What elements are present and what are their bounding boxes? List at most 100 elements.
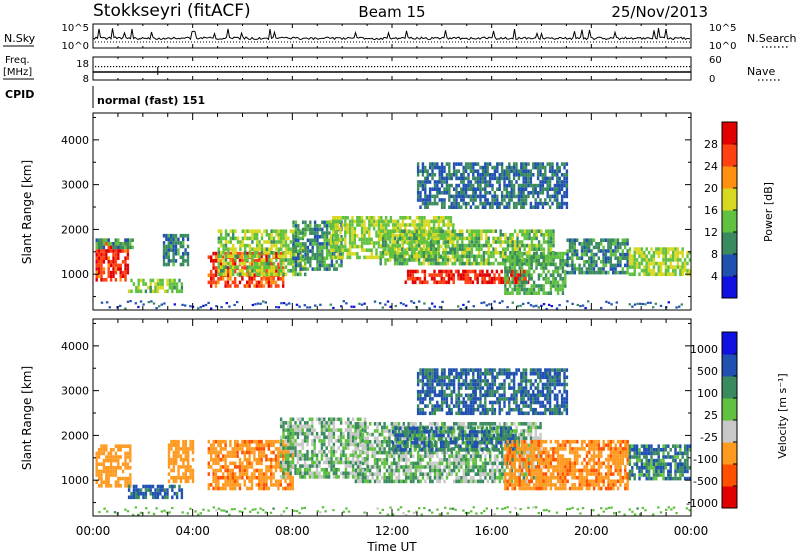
heatmap-cell [384, 247, 387, 251]
heatmap-cell [464, 194, 468, 199]
heatmap-cell [243, 479, 246, 484]
nsearch-dot [164, 41, 165, 43]
date-title: 25/Nov/2013 [611, 3, 708, 21]
nsky-tick-high-left: 10^5 [62, 23, 89, 34]
heatmap-cell [607, 256, 610, 260]
heatmap-cell [585, 252, 588, 257]
heatmap-cell [552, 280, 555, 285]
heatmap-cell [380, 219, 383, 224]
heatmap-cell [329, 248, 333, 252]
nsearch-dot [230, 41, 231, 43]
heatmap-cell [250, 277, 254, 281]
heatmap-cell [679, 265, 682, 269]
heatmap-cell [335, 457, 338, 461]
heatmap-cell [398, 229, 402, 233]
heatmap-cell [296, 261, 300, 266]
heatmap-cell [420, 247, 423, 251]
heatmap-cell [109, 278, 113, 282]
heatmap-cell [544, 201, 547, 206]
heatmap-cell [520, 273, 524, 277]
heatmap-cell [472, 194, 475, 199]
heatmap-cell [560, 162, 564, 166]
heatmap-cell [267, 468, 270, 473]
heatmap-cell [184, 259, 187, 263]
heatmap-cell [554, 255, 557, 259]
heatmap-cell [167, 461, 171, 466]
heatmap-cell [508, 191, 511, 195]
nave-dot [167, 66, 169, 68]
heatmap-cell [191, 479, 195, 484]
heatmap-cell [389, 244, 393, 249]
heatmap-cell [460, 180, 463, 184]
heatmap-cell [662, 272, 665, 277]
heatmap-cell [401, 244, 405, 249]
heatmap-cell [372, 226, 376, 231]
nsearch-dot [554, 41, 555, 43]
heatmap-cell [105, 469, 108, 474]
heatmap-cell [513, 287, 517, 292]
heatmap-cell [341, 244, 345, 249]
heatmap-cell [487, 261, 490, 266]
heatmap-cell [306, 424, 309, 429]
heatmap-cell [282, 421, 285, 425]
nsearch-dot [566, 41, 567, 43]
heatmap-cell [217, 450, 220, 455]
ground-scatter-cell [511, 301, 514, 304]
heatmap-cell [162, 248, 166, 252]
heatmap-cell [280, 258, 283, 262]
heatmap-cell [384, 216, 388, 220]
heatmap-cell [231, 479, 234, 484]
heatmap-cell [270, 443, 273, 448]
heatmap-cell [443, 176, 446, 181]
ground-scatter-cell [158, 305, 161, 308]
nave-dot [602, 66, 604, 68]
heatmap-cell [487, 243, 490, 248]
heatmap-cell [97, 260, 101, 264]
heatmap-cell [468, 243, 471, 248]
heatmap-cell [504, 284, 507, 288]
heatmap-cell [530, 240, 534, 244]
heatmap-cell [297, 252, 300, 257]
nave-dot [107, 66, 109, 68]
nave-dot [221, 66, 223, 68]
heatmap-cell [396, 219, 400, 224]
heatmap-cell [126, 249, 130, 253]
heatmap-cell [533, 243, 536, 248]
heatmap-cell [650, 261, 653, 266]
heatmap-cell [258, 447, 261, 451]
heatmap-cell [332, 417, 336, 422]
heatmap-cell [635, 261, 639, 266]
heatmap-cell [262, 447, 266, 451]
heatmap-cell [270, 284, 273, 288]
heatmap-cell [384, 236, 387, 241]
heatmap-cell [416, 187, 420, 191]
heatmap-cell [616, 270, 620, 275]
heatmap-cell [131, 245, 134, 250]
heatmap-cell [525, 291, 529, 295]
heatmap-cell [323, 263, 326, 268]
heatmap-cell [131, 238, 134, 242]
nsearch-dot [506, 41, 507, 43]
heatmap-cell [246, 439, 249, 444]
heatmap-cell [440, 216, 443, 220]
heatmap-cell [323, 467, 326, 472]
heatmap-cell [325, 231, 329, 235]
heatmap-cell [179, 262, 182, 267]
heatmap-cell [368, 226, 371, 231]
heatmap-cell [349, 431, 352, 436]
heatmap-cell [119, 270, 122, 275]
heatmap-cell [652, 272, 656, 277]
heatmap-cell [458, 243, 462, 248]
heatmap-cell [189, 439, 192, 444]
heatmap-cell [289, 464, 292, 468]
heatmap-cell [287, 431, 290, 436]
heatmap-cell [444, 243, 447, 248]
heatmap-cell [299, 475, 302, 479]
heatmap-cell [545, 229, 548, 233]
heatmap-cell [484, 162, 487, 166]
heatmap-cell [282, 258, 285, 262]
heatmap-cell [313, 449, 316, 454]
heatmap-cell [597, 270, 600, 275]
heatmap-cell [284, 435, 288, 440]
nave-dot [572, 66, 574, 68]
